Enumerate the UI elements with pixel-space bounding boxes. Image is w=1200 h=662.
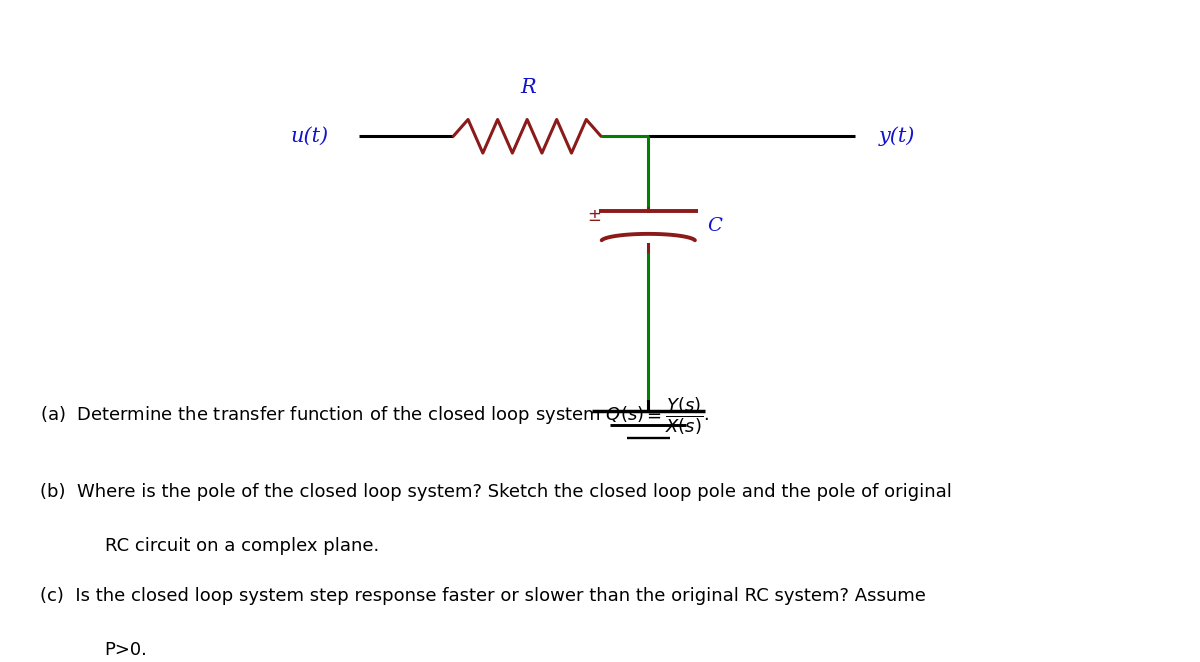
Text: RC circuit on a complex plane.: RC circuit on a complex plane. xyxy=(104,537,379,555)
Text: R: R xyxy=(520,78,535,97)
Text: y(t): y(t) xyxy=(878,126,916,146)
Text: (b)  Where is the pole of the closed loop system? Sketch the closed loop pole an: (b) Where is the pole of the closed loop… xyxy=(40,483,952,501)
Text: ±: ± xyxy=(587,207,601,224)
Text: C: C xyxy=(707,217,722,236)
Text: u(t): u(t) xyxy=(292,127,329,146)
Text: (a)  Determine the transfer function of the closed loop system $Q(s) \equiv \dfr: (a) Determine the transfer function of t… xyxy=(40,395,709,437)
Text: (c)  Is the closed loop system step response faster or slower than the original : (c) Is the closed loop system step respo… xyxy=(40,587,925,606)
Text: P>0.: P>0. xyxy=(104,641,148,659)
